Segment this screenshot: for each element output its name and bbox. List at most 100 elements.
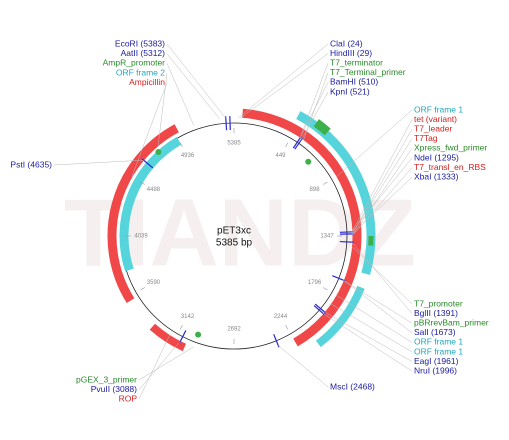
leader-line xyxy=(351,177,413,235)
leader-line xyxy=(131,82,168,178)
leader-line xyxy=(53,159,144,166)
site-tick xyxy=(273,334,280,348)
leader-line xyxy=(322,313,413,372)
leader-line xyxy=(336,294,413,343)
leader-line xyxy=(166,53,220,120)
feature-arc xyxy=(315,285,365,348)
feature-label: BglII (1391) xyxy=(414,308,458,318)
leader-line xyxy=(237,43,329,119)
site-tick xyxy=(332,275,346,282)
feature-arc xyxy=(313,119,331,136)
ruler-label: 2244 xyxy=(274,314,288,320)
feature-label: T7_transl_en_RBS xyxy=(414,162,486,172)
leader-line xyxy=(351,129,413,235)
ruler-tick xyxy=(323,287,328,291)
ruler-tick xyxy=(285,325,289,330)
ruler-tick xyxy=(179,142,183,147)
ruler-label: 4488 xyxy=(147,187,161,193)
leader-line xyxy=(343,279,413,324)
primer-arrow xyxy=(155,149,162,156)
feature-label: EagI (1961) xyxy=(414,356,459,366)
feature-label: pBRrevBam_primer xyxy=(414,317,489,327)
leader-line xyxy=(351,246,413,305)
leader-line xyxy=(324,311,413,362)
feature-label: ORF frame 1 xyxy=(414,104,463,114)
leader-line xyxy=(351,148,413,237)
ruler-label: 5385 xyxy=(227,141,241,147)
leader-line xyxy=(299,82,329,139)
ruler-label: 3590 xyxy=(147,280,161,286)
leader-line xyxy=(166,63,194,126)
ruler-label: 449 xyxy=(275,153,286,159)
feature-label: T7_leader xyxy=(414,123,452,133)
feature-label: EcoRI (5383) xyxy=(115,38,165,48)
site-tick xyxy=(292,136,302,149)
ruler-label: 898 xyxy=(310,187,321,193)
feature-arc xyxy=(107,124,179,304)
feature-label: NruI (1996) xyxy=(414,365,457,375)
feature-arc xyxy=(149,323,187,352)
leader-line xyxy=(138,346,194,381)
feature-label: ORF frame 2 xyxy=(116,67,165,77)
site-tick xyxy=(313,305,325,316)
leader-line xyxy=(330,303,413,353)
feature-label: T7_terminator xyxy=(330,57,383,67)
feature-label: ROP xyxy=(119,393,138,403)
ruler-tick xyxy=(179,325,183,330)
leader-line xyxy=(240,53,329,119)
feature-label: AmpR_promoter xyxy=(103,58,166,68)
ruler-tick xyxy=(140,181,145,185)
features xyxy=(107,108,376,352)
leader-line xyxy=(351,119,413,232)
leader-line xyxy=(278,345,329,388)
feature-label: tet (variant) xyxy=(414,114,457,124)
ruler-tick xyxy=(140,287,145,291)
leader-line xyxy=(351,157,413,233)
feature-label: MscI (2468) xyxy=(330,381,375,391)
feature-label: PstI (4635) xyxy=(10,159,52,169)
primer-arrow xyxy=(195,331,202,338)
leader-line xyxy=(138,334,170,400)
feature-label: AatII (5312) xyxy=(121,48,166,58)
feature-label: XbaI (1333) xyxy=(414,171,459,181)
leader-line xyxy=(343,280,413,333)
leader-line xyxy=(138,340,181,390)
leader-line xyxy=(336,109,413,178)
site-tick xyxy=(178,330,187,344)
ruler-label: 2692 xyxy=(227,327,241,333)
ruler-label: 1796 xyxy=(308,280,322,286)
primer-arrow xyxy=(305,158,312,165)
feature-label: T7Tag xyxy=(414,133,438,143)
leader-line xyxy=(299,63,329,139)
leader-line xyxy=(351,242,413,314)
site-tick xyxy=(314,303,327,314)
feature-label: T7_promoter xyxy=(414,298,463,308)
feature-arc xyxy=(119,136,182,272)
ruler-tick xyxy=(323,181,328,185)
ruler-label: 1347 xyxy=(320,234,334,240)
feature-label: HindIII (29) xyxy=(330,48,372,58)
plasmid-name: pET3xc xyxy=(217,226,251,237)
site-tick xyxy=(225,116,228,131)
feature-label: ClaI (24) xyxy=(330,38,363,48)
feature-arc xyxy=(242,108,362,347)
leader-line xyxy=(166,43,226,119)
site-tick xyxy=(339,240,354,243)
ruler-label: 4936 xyxy=(181,153,195,159)
feature-label: pGEX_3_primer xyxy=(76,374,137,384)
feature-label: KpnI (521) xyxy=(330,86,370,96)
feature-label: PvuII (3088) xyxy=(91,384,137,394)
site-tick xyxy=(294,137,304,150)
feature-label: BamHI (510) xyxy=(330,77,378,87)
leader-line xyxy=(351,138,413,235)
ruler-label: 4039 xyxy=(134,234,148,240)
leader-line xyxy=(301,91,329,140)
ruler-label: 3142 xyxy=(181,314,195,320)
plasmid-size: 5385 bp xyxy=(216,238,253,249)
site-tick xyxy=(141,158,154,169)
feature-label: Xpress_fwd_primer xyxy=(414,143,487,153)
feature-arc xyxy=(350,246,360,267)
feature-label: ORF frame 1 xyxy=(414,337,463,347)
feature-label: ORF frame 1 xyxy=(414,346,463,356)
